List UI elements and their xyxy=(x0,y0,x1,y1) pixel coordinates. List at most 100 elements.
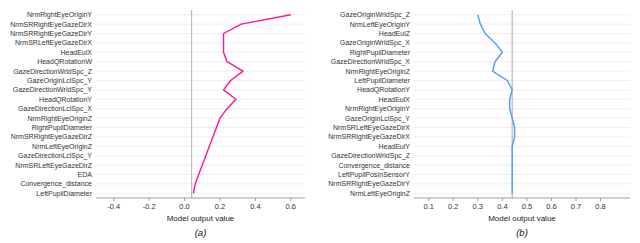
category-label: GazeOriginLclSpc_Y xyxy=(27,77,92,85)
category-label: NrmSRRightEyeGazeDirX xyxy=(328,133,410,141)
category-label: GazeOriginLclSpc_Y xyxy=(345,115,410,123)
data-line xyxy=(193,15,290,194)
x-tick xyxy=(502,198,503,201)
grid-line xyxy=(96,165,305,166)
grid-line xyxy=(96,42,305,43)
category-label: RightPupilDiameter xyxy=(350,49,411,57)
x-tick-label: -0.2 xyxy=(143,202,156,211)
category-label: GazeDirectionWrldSpc_Y xyxy=(13,86,93,94)
x-tick xyxy=(184,198,185,201)
category-label: EDA xyxy=(78,171,93,178)
category-label: GazeDirectionLclSpc_X xyxy=(18,105,92,113)
grid-line xyxy=(96,108,305,109)
x-tick-label: 0.6 xyxy=(546,202,556,211)
x-axis-line xyxy=(414,198,630,199)
x-tick-label: 0.5 xyxy=(522,202,532,211)
grid-line xyxy=(96,118,305,119)
category-label: NrmRightEyeOriginZ xyxy=(27,115,92,123)
grid-line xyxy=(96,155,305,156)
grid-line xyxy=(414,174,630,175)
grid-line xyxy=(414,89,630,90)
x-tick-label: 0.7 xyxy=(571,202,581,211)
category-label: NrmRightEyeOriginZ xyxy=(345,68,410,76)
category-label: RightPupilDiameter xyxy=(32,124,93,132)
category-label: Convergence_distance xyxy=(338,162,410,170)
chart-root: NrmRightEyeOriginYNrmSRRightEyeGazeDirXN… xyxy=(0,0,640,243)
grid-line xyxy=(414,42,630,43)
category-label: LeftPupilPosInSensorY xyxy=(338,171,410,179)
category-label: HeadEulX xyxy=(378,96,410,103)
grid-line xyxy=(96,193,305,194)
x-tick xyxy=(453,198,454,201)
grid-line xyxy=(414,183,630,184)
grid-line xyxy=(414,193,630,194)
category-label: NrmLeftEyeOriginZ xyxy=(32,143,93,151)
category-label: GazeDirectionWrldSpc_Z xyxy=(331,152,411,160)
x-tick xyxy=(526,198,527,201)
grid-line xyxy=(96,136,305,137)
grid-line xyxy=(414,146,630,147)
x-tick-label: 0.2 xyxy=(215,202,225,211)
grid-line xyxy=(414,80,630,81)
category-label: NrmLeftEyeOriginY xyxy=(350,21,411,29)
x-tick-label: 0.4 xyxy=(497,202,507,211)
category-label: HeadEulZ xyxy=(379,30,411,37)
panel-label: (b) xyxy=(516,227,528,238)
grid-line xyxy=(414,33,630,34)
grid-line xyxy=(96,174,305,175)
x-tick-label: 0.8 xyxy=(595,202,605,211)
panel: NrmRightEyeOriginYNrmSRRightEyeGazeDirXN… xyxy=(10,10,305,238)
category-label: GazeDirectionLclSpc_Y xyxy=(18,152,92,160)
category-label: GazeOriginWrldSpc_X xyxy=(340,39,411,47)
grid-line xyxy=(414,155,630,156)
grid-line xyxy=(96,33,305,34)
x-tick-label: 0.3 xyxy=(473,202,483,211)
category-label: NrmSRLeftEyeGazeDirX xyxy=(15,39,92,47)
x-tick xyxy=(428,198,429,201)
plot-area xyxy=(478,10,515,198)
grid-line xyxy=(96,71,305,72)
grid-line xyxy=(414,99,630,100)
grid-line xyxy=(96,52,305,53)
category-label: NrmLeftEyeOriginZ xyxy=(350,190,411,198)
category-label: NrmSRRightEyeGazeDirZ xyxy=(11,133,93,141)
category-label: NrmSRLeftEyeGazeDirX xyxy=(333,124,410,132)
grid-line xyxy=(96,61,305,62)
x-tick xyxy=(576,198,577,201)
x-tick xyxy=(255,198,256,201)
grid-line xyxy=(96,183,305,184)
grid-line xyxy=(414,61,630,62)
x-axis-label: Model output value xyxy=(488,214,556,223)
category-label: GazeDirectionWrldSpc_Z xyxy=(13,68,93,76)
grid-line xyxy=(96,146,305,147)
panel: GazeOriginWrldSpc_ZNrmLeftEyeOriginYHead… xyxy=(328,10,630,238)
category-label: GazeOriginWrldSpc_Z xyxy=(340,11,411,19)
reference-line xyxy=(191,10,192,198)
grid-line xyxy=(414,108,630,109)
x-tick-label: 0.6 xyxy=(286,202,296,211)
category-label: LeftPupilDiameter xyxy=(354,77,410,85)
category-label: HeadQRotationY xyxy=(357,86,410,94)
x-tick xyxy=(113,198,114,201)
category-label: HeadEulY xyxy=(378,143,410,150)
grid-line xyxy=(96,14,305,15)
category-label: HeadEulX xyxy=(60,49,92,56)
x-tick xyxy=(219,198,220,201)
category-label: HeadQRotationW xyxy=(37,58,92,66)
grid-line xyxy=(414,127,630,128)
x-tick-label: 0.0 xyxy=(179,202,189,211)
x-tick-label: -0.4 xyxy=(107,202,120,211)
grid-line xyxy=(96,99,305,100)
x-tick xyxy=(600,198,601,201)
category-label: NrmSRLeftEyeGazeDirZ xyxy=(15,162,92,170)
category-label: NrmSRRightEyeGazeDirX xyxy=(10,21,92,29)
grid-line xyxy=(414,118,630,119)
x-tick xyxy=(477,198,478,201)
grid-line xyxy=(96,24,305,25)
x-axis-label: Model output value xyxy=(167,214,235,223)
x-tick-label: 0.4 xyxy=(250,202,260,211)
data-line xyxy=(478,15,515,194)
category-label: NrmSRRightEyeGazeDirY xyxy=(10,30,92,38)
category-label: NrmRightEyeOriginY xyxy=(345,105,410,113)
category-label: GazeDirectionWrldSpc_X xyxy=(331,58,411,66)
